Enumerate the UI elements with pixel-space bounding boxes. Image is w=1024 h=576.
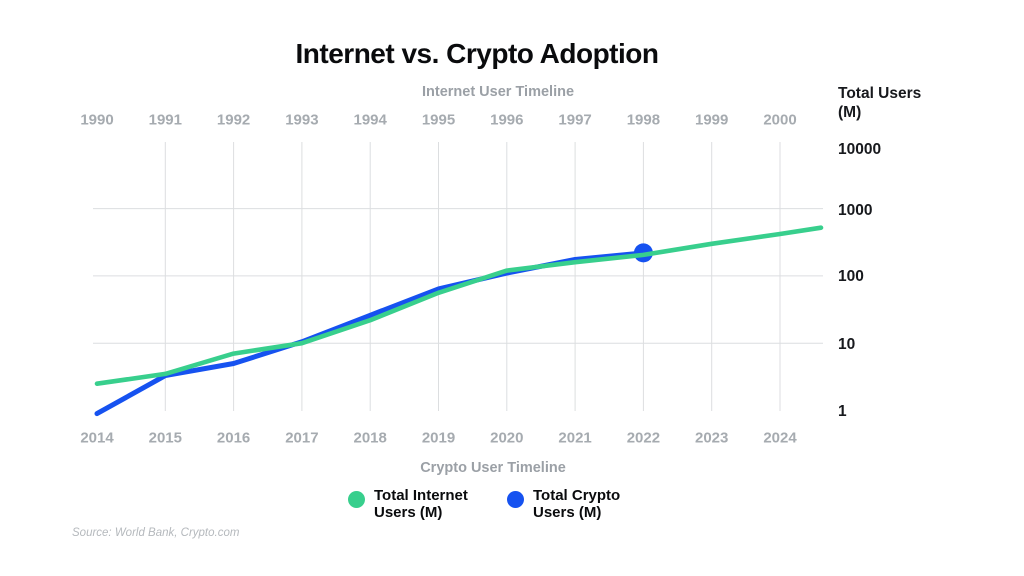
chart-title: Internet vs. Crypto Adoption xyxy=(295,38,659,69)
y-axis-tick-10: 10 xyxy=(838,336,856,353)
top-axis-tick-1992: 1992 xyxy=(216,111,251,129)
bottom-axis-tick-2018: 2018 xyxy=(353,429,387,447)
bottom-axis-tick-2021: 2021 xyxy=(558,429,592,447)
gridlines xyxy=(93,142,823,411)
bottom-axis-tick-2014: 2014 xyxy=(80,429,114,447)
bottom-axis-tick-2020: 2020 xyxy=(490,429,524,447)
bottom-axis-tick-2015: 2015 xyxy=(148,429,182,447)
legend-item-internet: Total Internet Users (M) xyxy=(348,487,494,521)
top-axis-tick-1996: 1996 xyxy=(490,111,524,129)
internet-series-dot-icon xyxy=(348,491,365,508)
internet-users-line xyxy=(94,225,824,387)
legend-label-crypto: Total Crypto Users (M) xyxy=(533,487,621,521)
source-note: Source: World Bank, Crypto.com xyxy=(72,527,240,539)
bottom-axis-tick-2016: 2016 xyxy=(216,429,251,447)
top-axis-tick-1993: 1993 xyxy=(285,111,319,129)
bottom-axis-title: Crypto User Timeline xyxy=(420,460,566,476)
legend-label-internet: Total Internet Users (M) xyxy=(374,487,468,521)
legend-item-crypto: Total Crypto Users (M) xyxy=(507,487,638,521)
y-axis-tick-100: 100 xyxy=(838,268,864,285)
crypto-series-dot-icon xyxy=(507,491,524,508)
top-axis-tick-1999: 1999 xyxy=(695,111,729,129)
bottom-axis-tick-2019: 2019 xyxy=(421,429,456,447)
y-axis-tick-10000: 10000 xyxy=(838,141,882,158)
top-axis-tick-2000: 2000 xyxy=(763,111,797,129)
bottom-axis-tick-2022: 2022 xyxy=(626,429,661,447)
bottom-axis-tick-2023: 2023 xyxy=(695,429,729,447)
top-axis-tick-1994: 1994 xyxy=(353,111,387,129)
bottom-axis-tick-2017: 2017 xyxy=(285,429,319,447)
top-axis-tick-1991: 1991 xyxy=(148,111,182,129)
top-axis-tick-1997: 1997 xyxy=(558,111,592,129)
y-axis-tick-1000: 1000 xyxy=(838,202,873,219)
top-axis-title: Internet User Timeline xyxy=(421,84,575,100)
bottom-axis-tick-2024: 2024 xyxy=(763,429,797,447)
top-axis-tick-1995: 1995 xyxy=(421,111,456,129)
top-axis-tick-1990: 1990 xyxy=(80,111,114,129)
y-axis-tick-1: 1 xyxy=(838,403,847,420)
y-axis-title: Total Users (M) xyxy=(838,85,922,121)
top-axis-tick-1998: 1998 xyxy=(626,111,661,129)
